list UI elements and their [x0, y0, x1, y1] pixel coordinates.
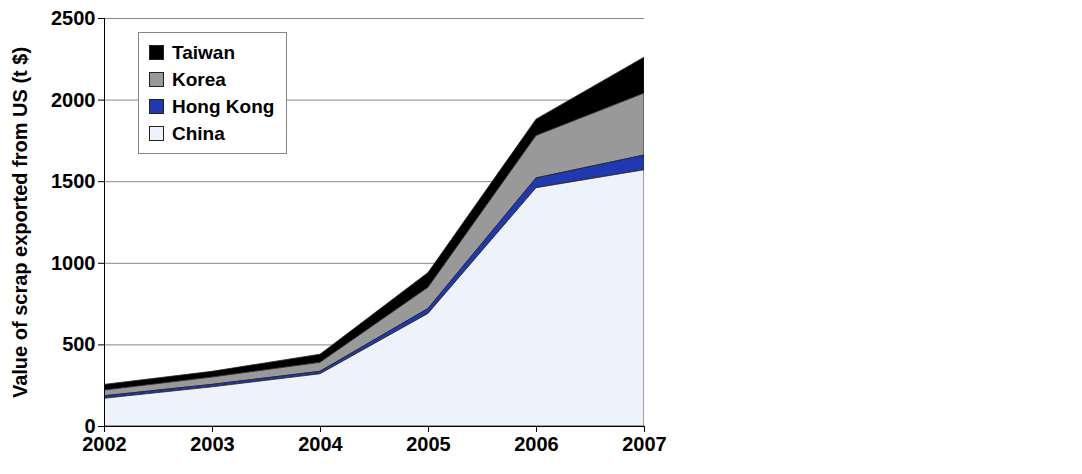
svg-text:0: 0 — [84, 414, 96, 437]
html-text:China: China — [172, 122, 225, 144]
html-text:Hong Kong: Hong Kong — [172, 95, 275, 117]
svg-text:2003: 2003 — [190, 433, 235, 455]
svg-text:2002: 2002 — [82, 433, 127, 455]
svg-text:2000: 2000 — [51, 89, 96, 111]
html-text:Korea: Korea — [172, 68, 226, 90]
svg-text:2005: 2005 — [406, 433, 451, 455]
svg-text:500: 500 — [62, 333, 95, 355]
svg-text:1500: 1500 — [51, 170, 96, 192]
svg-text:2006: 2006 — [514, 433, 559, 455]
svg-text:2500: 2500 — [51, 7, 96, 29]
svg-text:Value of scrap exported from U: Value of scrap exported from US (t $) — [9, 47, 31, 398]
svg-text:2004: 2004 — [298, 433, 343, 455]
svg-text:1000: 1000 — [51, 252, 96, 274]
html-text:Taiwan: Taiwan — [172, 41, 235, 63]
svg-text:2007: 2007 — [622, 433, 667, 455]
